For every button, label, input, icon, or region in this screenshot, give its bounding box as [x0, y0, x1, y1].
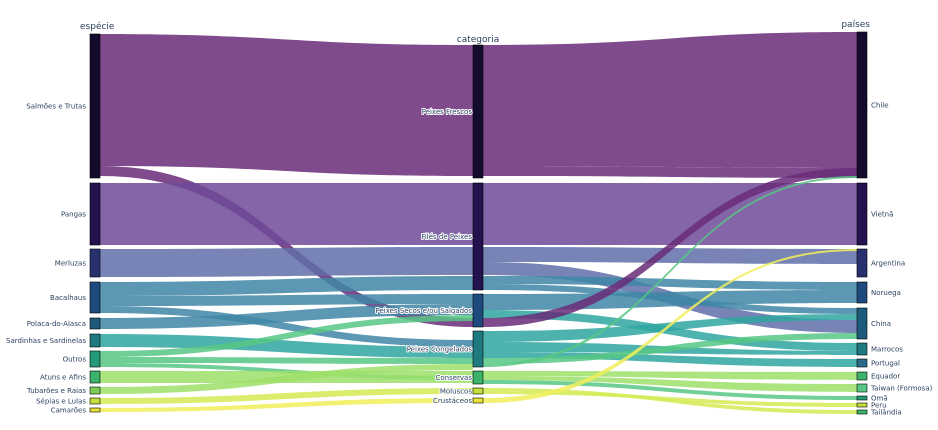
flow-ribbon-26[interactable]	[483, 314, 857, 342]
flow-ribbon-8[interactable]	[100, 334, 473, 358]
category-bar-2-8[interactable]	[856, 383, 868, 393]
category-bar-0-7[interactable]	[89, 370, 101, 384]
category-label-2-6: Portugal	[871, 360, 900, 368]
flow-ribbon-7[interactable]	[100, 304, 473, 329]
category-bar-0-3[interactable]	[89, 281, 101, 314]
category-bar-2-7[interactable]	[856, 371, 868, 381]
category-label-2-2: Argentina	[871, 260, 905, 268]
category-bar-0-9[interactable]	[89, 397, 101, 405]
category-label-2-9: Omã	[871, 395, 888, 403]
category-label-2-7: Equador	[871, 373, 900, 381]
flow-ribbon-15[interactable]	[100, 398, 473, 412]
flow-ribbon-19[interactable]	[483, 247, 857, 264]
flow-ribbon-10[interactable]	[100, 357, 473, 364]
flow-ribbon-3[interactable]	[100, 247, 473, 277]
flow-ribbon-34[interactable]	[483, 388, 857, 414]
category-bar-0-1[interactable]	[89, 182, 101, 246]
category-label-2-10: Peru	[871, 402, 887, 410]
flow-ribbon-30[interactable]	[483, 176, 857, 367]
flow-ribbon-1[interactable]	[100, 166, 473, 327]
flow-ribbon-18[interactable]	[483, 183, 857, 245]
category-bar-0-4[interactable]	[89, 317, 101, 330]
category-label-0-1: Pangas	[61, 211, 86, 219]
category-bar-1-0[interactable]	[472, 44, 484, 179]
category-bar-2-3[interactable]	[856, 281, 868, 304]
category-label-0-7: Atuns e Afins	[40, 374, 86, 382]
flow-ribbon-13[interactable]	[100, 364, 473, 394]
category-label-1-4: Conservas	[435, 374, 472, 382]
flow-ribbon-25[interactable]	[483, 168, 857, 327]
category-label-2-5: Marrocos	[871, 346, 903, 354]
category-bar-2-4[interactable]	[856, 307, 868, 340]
category-labels: Salmões e Trutas Pangas Merluzas Bacalhaus P…	[6, 102, 933, 417]
category-bar-1-1[interactable]	[472, 182, 484, 291]
category-label-0-6: Outros	[63, 356, 87, 364]
category-bar-2-5[interactable]	[856, 342, 868, 356]
category-bar-0-0[interactable]	[89, 33, 101, 179]
axis-title-especie: espécie	[80, 21, 115, 32]
category-label-2-8: Taiwan (Formosa)	[870, 385, 933, 393]
category-bar-2-9[interactable]	[856, 395, 868, 401]
category-bar-1-5[interactable]	[472, 387, 484, 395]
category-bar-2-0[interactable]	[856, 31, 868, 179]
category-bar-2-10[interactable]	[856, 402, 868, 408]
category-bar-2-11[interactable]	[856, 409, 868, 415]
category-bar-2-6[interactable]	[856, 358, 868, 368]
category-label-0-2: Merluzas	[55, 260, 87, 268]
category-bar-0-5[interactable]	[89, 333, 101, 348]
category-bar-1-4[interactable]	[472, 370, 484, 385]
flow-ribbon-0[interactable]	[100, 34, 473, 176]
flow-ribbon-36[interactable]	[483, 249, 857, 403]
category-label-0-10: Camarões	[51, 407, 87, 415]
category-label-2-0: Chile	[871, 102, 889, 110]
category-label-2-4: China	[871, 320, 891, 328]
category-label-2-11: Tailândia	[870, 409, 902, 417]
axis-title-paises: países	[841, 20, 870, 30]
flow-ribbon-14[interactable]	[100, 388, 473, 404]
category-bar-0-2[interactable]	[89, 248, 101, 278]
category-bar-2-2[interactable]	[856, 248, 868, 278]
flow-ribbon-16[interactable]	[483, 32, 857, 168]
category-label-1-6: Crustáceos	[433, 397, 472, 405]
category-label-0-9: Sépias e Lulas	[36, 398, 86, 406]
flow-ribbon-32[interactable]	[483, 376, 857, 392]
flow-ribbon-17[interactable]	[483, 166, 857, 178]
category-label-0-3: Bacalhaus	[50, 294, 86, 302]
category-label-0-4: Polaca-do-Alasca	[27, 320, 86, 328]
flow-ribbon-35[interactable]	[483, 391, 857, 407]
category-label-0-5: Sardinhas e Sardinelas	[6, 337, 86, 345]
category-label-2-1: Vietnã	[871, 211, 893, 219]
category-label-1-3: Peixes Congelados	[407, 346, 473, 354]
flow-ribbon-4[interactable]	[100, 276, 473, 296]
flow-ribbon-23[interactable]	[483, 290, 857, 310]
category-label-1-0: Peixes Frescos	[422, 108, 473, 116]
category-bars	[89, 31, 868, 415]
category-bar-0-6[interactable]	[89, 350, 101, 368]
category-label-1-5: Moluscos	[440, 388, 472, 396]
category-bar-1-6[interactable]	[472, 397, 484, 404]
category-label-1-1: Filés de Peixes	[421, 233, 472, 241]
flow-ribbon-2[interactable]	[100, 183, 473, 245]
flow-ribbon-5[interactable]	[100, 294, 473, 306]
flow-ribbon-6[interactable]	[100, 306, 473, 347]
category-bar-1-3[interactable]	[472, 330, 484, 368]
flow-ribbon-29[interactable]	[483, 333, 857, 364]
axis-title-categoria: categoria	[457, 35, 499, 45]
category-bar-0-8[interactable]	[89, 386, 101, 395]
category-label-0-0: Salmões e Trutas	[26, 103, 86, 111]
category-label-0-8: Tubarões e Raias	[26, 387, 86, 395]
flow-ribbons	[100, 32, 857, 414]
flow-ribbon-21[interactable]	[483, 276, 857, 290]
category-bar-0-10[interactable]	[89, 407, 101, 413]
category-label-2-3: Noruega	[871, 289, 901, 297]
category-label-1-2: Peixes Secos e/ou Salgados	[376, 307, 473, 315]
category-bar-2-1[interactable]	[856, 182, 868, 246]
flow-ribbon-9[interactable]	[100, 315, 473, 357]
category-bar-1-2[interactable]	[472, 293, 484, 328]
flow-ribbon-31[interactable]	[483, 371, 857, 380]
